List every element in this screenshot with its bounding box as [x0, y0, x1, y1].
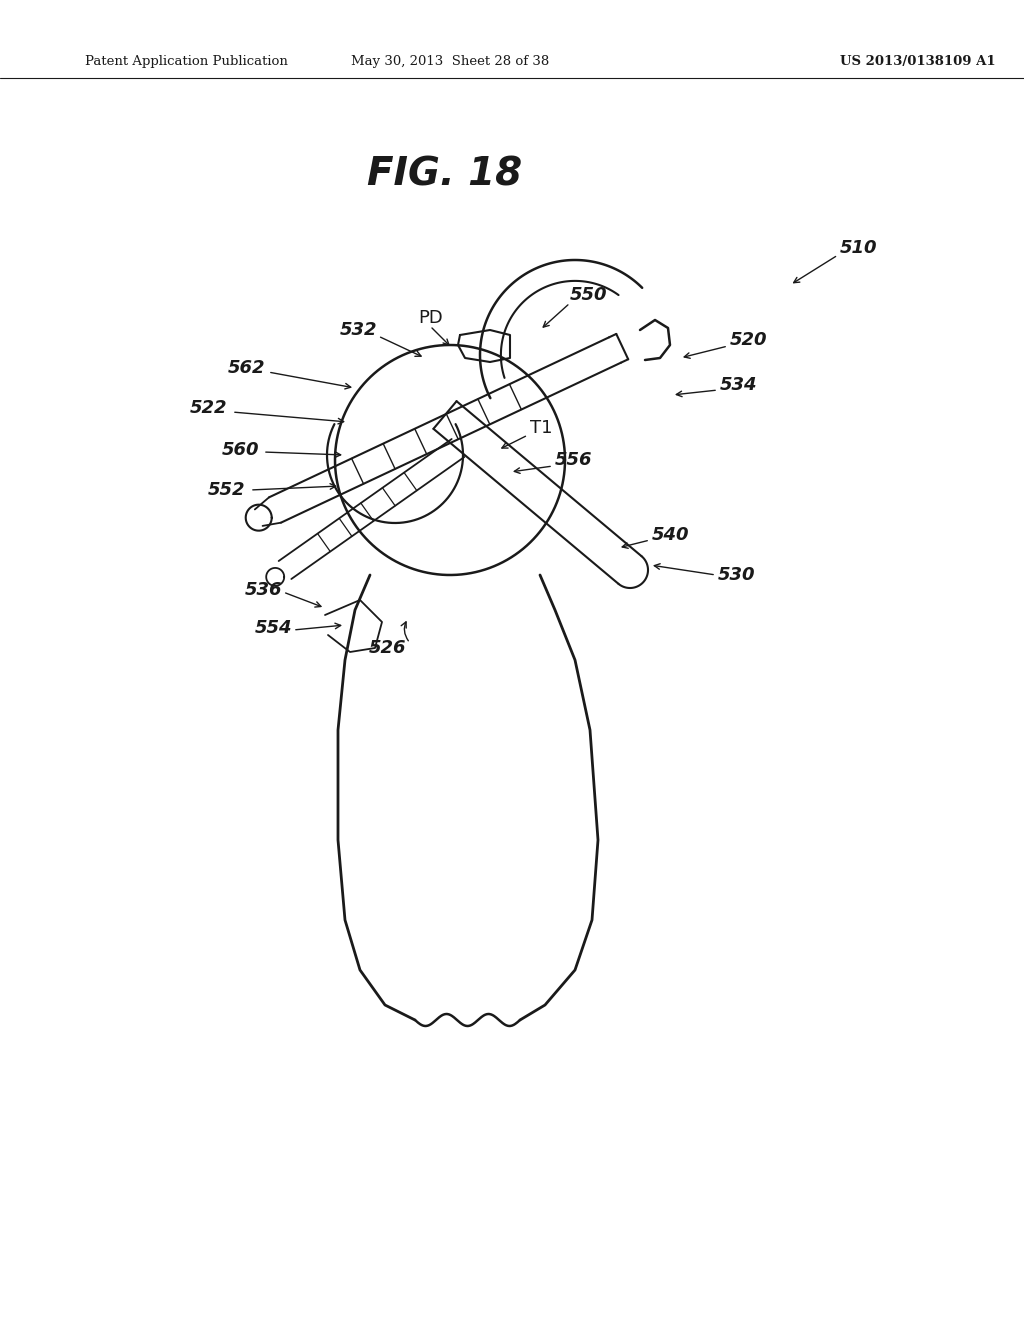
Text: 536: 536 — [245, 581, 283, 599]
Polygon shape — [266, 568, 285, 586]
Text: US 2013/0138109 A1: US 2013/0138109 A1 — [840, 55, 995, 69]
Text: 520: 520 — [730, 331, 768, 348]
Text: 554: 554 — [255, 619, 293, 638]
Text: T1: T1 — [530, 418, 553, 437]
Text: 534: 534 — [720, 376, 758, 393]
Text: 526: 526 — [370, 639, 407, 657]
Text: FIG. 18: FIG. 18 — [368, 156, 522, 194]
Text: 530: 530 — [718, 566, 756, 583]
Text: 562: 562 — [228, 359, 265, 378]
Polygon shape — [246, 504, 271, 531]
Text: PD: PD — [418, 309, 442, 327]
Text: 510: 510 — [840, 239, 878, 257]
Text: 532: 532 — [340, 321, 378, 339]
Text: 560: 560 — [222, 441, 259, 459]
Text: Patent Application Publication: Patent Application Publication — [85, 55, 288, 69]
Text: May 30, 2013  Sheet 28 of 38: May 30, 2013 Sheet 28 of 38 — [351, 55, 549, 69]
Text: 552: 552 — [208, 480, 246, 499]
Text: 550: 550 — [570, 286, 607, 304]
Text: 540: 540 — [652, 525, 689, 544]
Text: 556: 556 — [555, 451, 593, 469]
Text: 522: 522 — [190, 399, 227, 417]
